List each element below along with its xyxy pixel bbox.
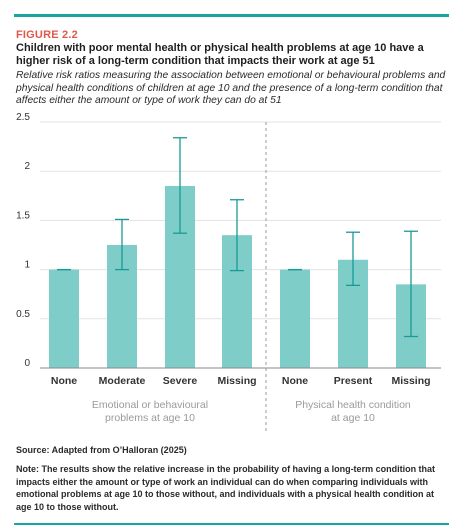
category-label: Missing	[391, 375, 430, 387]
figure-source: Source: Adapted from O’Halloran (2025)	[16, 445, 187, 455]
bar-chart: 0 0.5 1 1.5 2 2.5 None Moderate Severe Missing Non…	[16, 112, 441, 432]
bar	[280, 269, 310, 368]
error-bar	[404, 230, 418, 338]
figure-title: Children with poor mental health or phys…	[16, 42, 424, 67]
group-label: Emotional or behavioural	[92, 399, 208, 411]
top-accent-rule	[14, 14, 449, 17]
group-label: at age 10	[331, 412, 375, 424]
category-label: None	[51, 375, 77, 387]
error-bar	[115, 218, 129, 271]
category-label: Missing	[217, 375, 256, 387]
y-tick-label: 2	[24, 161, 30, 172]
category-label: Severe	[163, 375, 198, 387]
category-label: Present	[334, 375, 373, 387]
figure-note: Note: The results show the relative incr…	[16, 464, 436, 512]
y-tick-label: 1	[24, 260, 30, 271]
figure-label: FIGURE 2.2	[16, 29, 78, 41]
error-bar	[346, 231, 360, 286]
error-bar	[230, 199, 244, 272]
bar	[49, 269, 79, 368]
figure-subtitle: Relative risk ratios measuring the assoc…	[16, 70, 446, 106]
error-bar	[173, 137, 187, 234]
y-tick-label: 1.5	[16, 210, 30, 221]
y-tick-label: 0	[24, 358, 30, 369]
group-label: problems at age 10	[105, 412, 195, 424]
category-label: Moderate	[99, 375, 146, 387]
group-label: Physical health condition	[295, 399, 411, 411]
y-tick-label: 2.5	[16, 112, 30, 123]
bottom-accent-rule	[14, 523, 449, 525]
category-label: None	[282, 375, 308, 387]
y-tick-label: 0.5	[16, 309, 30, 320]
